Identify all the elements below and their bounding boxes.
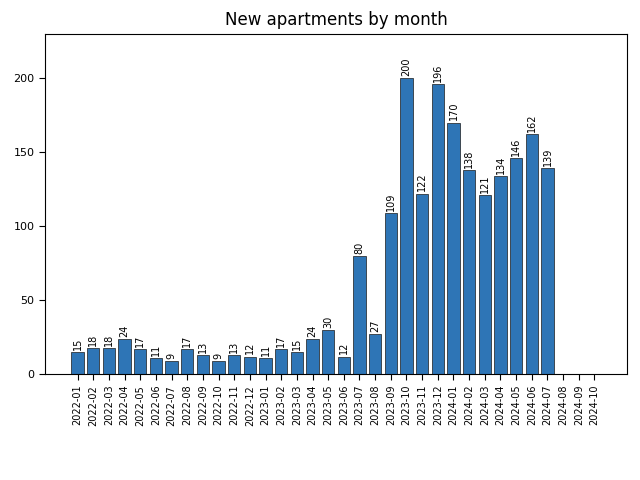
Bar xyxy=(71,352,84,374)
Text: 17: 17 xyxy=(135,335,145,347)
Bar xyxy=(385,213,397,374)
Bar xyxy=(134,349,147,374)
Bar xyxy=(228,355,241,374)
Text: 121: 121 xyxy=(480,174,490,193)
Text: 200: 200 xyxy=(401,57,412,76)
Text: 196: 196 xyxy=(433,63,443,82)
Text: 18: 18 xyxy=(104,333,114,346)
Bar xyxy=(259,358,272,374)
Bar xyxy=(102,348,115,374)
Text: 138: 138 xyxy=(464,149,474,168)
Text: 139: 139 xyxy=(543,148,552,166)
Text: 13: 13 xyxy=(198,341,208,353)
Bar xyxy=(479,195,491,374)
Bar xyxy=(431,84,444,374)
Text: 24: 24 xyxy=(307,324,317,336)
Text: 170: 170 xyxy=(449,102,458,120)
Text: 122: 122 xyxy=(417,173,427,192)
Bar xyxy=(337,357,350,374)
Bar xyxy=(291,352,303,374)
Text: 9: 9 xyxy=(166,353,177,359)
Bar xyxy=(165,361,178,374)
Text: 80: 80 xyxy=(355,241,365,253)
Text: 12: 12 xyxy=(339,342,349,354)
Text: 17: 17 xyxy=(182,335,192,347)
Bar xyxy=(275,349,287,374)
Bar xyxy=(196,355,209,374)
Title: New apartments by month: New apartments by month xyxy=(225,11,447,29)
Text: 11: 11 xyxy=(260,344,271,356)
Text: 9: 9 xyxy=(214,353,223,359)
Bar xyxy=(510,158,522,374)
Text: 146: 146 xyxy=(511,137,521,156)
Bar xyxy=(541,168,554,374)
Text: 162: 162 xyxy=(527,114,537,132)
Text: 27: 27 xyxy=(370,320,380,332)
Bar xyxy=(322,330,335,374)
Text: 17: 17 xyxy=(276,335,286,347)
Bar xyxy=(306,339,319,374)
Text: 109: 109 xyxy=(386,192,396,211)
Text: 15: 15 xyxy=(292,337,302,350)
Bar xyxy=(244,357,256,374)
Text: 134: 134 xyxy=(495,155,506,174)
Text: 12: 12 xyxy=(245,342,255,354)
Bar xyxy=(150,358,162,374)
Bar xyxy=(400,78,413,374)
Bar xyxy=(369,335,381,374)
Bar xyxy=(353,256,366,374)
Text: 11: 11 xyxy=(151,344,161,356)
Text: 13: 13 xyxy=(229,341,239,353)
Text: 18: 18 xyxy=(88,333,98,346)
Bar xyxy=(525,134,538,374)
Bar xyxy=(87,348,99,374)
Bar xyxy=(416,193,428,374)
Text: 24: 24 xyxy=(120,324,129,336)
Text: 15: 15 xyxy=(72,337,83,350)
Bar xyxy=(463,170,476,374)
Bar xyxy=(118,339,131,374)
Bar xyxy=(212,361,225,374)
Bar xyxy=(494,176,507,374)
Bar xyxy=(447,122,460,374)
Bar xyxy=(181,349,193,374)
Text: 30: 30 xyxy=(323,315,333,328)
